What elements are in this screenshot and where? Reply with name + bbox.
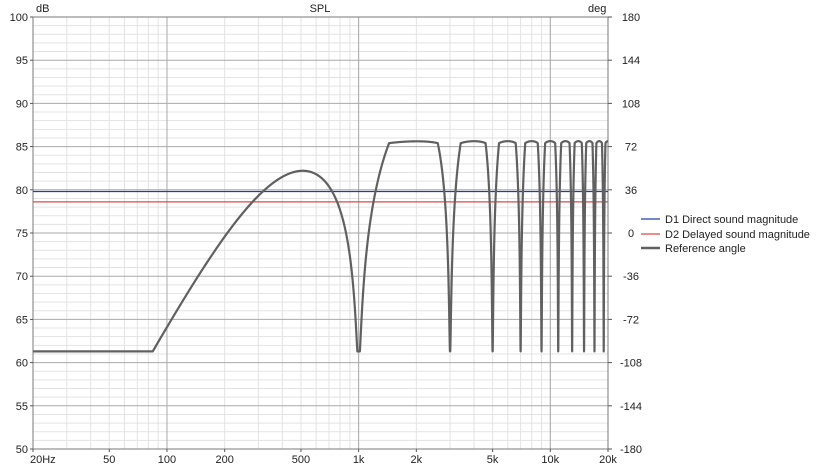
- x-tick-label: 200: [215, 454, 233, 466]
- legend-entry-label: D2 Delayed sound magnitude: [665, 229, 810, 241]
- right-tick-label: -72: [623, 314, 639, 326]
- series-layer: [31, 140, 610, 353]
- left-tick-label: 90: [16, 98, 28, 110]
- series-reference-angle-line: [31, 140, 610, 353]
- left-tick-label: 50: [16, 444, 28, 456]
- left-axis-ticks: 100 95 90 85 80 75 70 65 60 55 50: [10, 12, 33, 456]
- left-tick-label: 55: [16, 401, 28, 413]
- left-tick-label: 75: [16, 228, 28, 240]
- left-tick-label: 85: [16, 142, 28, 154]
- legend-entry-label: D1 Direct sound magnitude: [665, 214, 798, 226]
- right-tick-label: 108: [622, 98, 640, 110]
- x-tick-label: 500: [292, 454, 310, 466]
- left-tick-label: 70: [16, 271, 28, 283]
- right-tick-label: -36: [623, 271, 639, 283]
- left-tick-label: 60: [16, 358, 28, 370]
- left-tick-label: 80: [16, 185, 28, 197]
- x-tick-label: 20k: [599, 454, 617, 466]
- legend-entry-label: Reference angle: [665, 243, 746, 255]
- right-tick-label: 180: [622, 12, 640, 24]
- right-tick-label: 0: [628, 228, 634, 240]
- x-tick-label: 20Hz: [30, 454, 56, 466]
- left-tick-label: 95: [16, 55, 28, 67]
- right-tick-label: 144: [622, 55, 640, 67]
- left-axis-unit-label: dB: [36, 3, 49, 15]
- x-axis-ticks: 20Hz 50 100 200 500 1k 2k 5k 10k 20k: [30, 449, 617, 466]
- x-tick-label: 50: [103, 454, 115, 466]
- right-tick-label: 36: [625, 185, 637, 197]
- right-tick-label: -108: [620, 358, 642, 370]
- left-tick-label: 65: [16, 314, 28, 326]
- x-tick-label: 2k: [411, 454, 423, 466]
- x-tick-label: 10k: [541, 454, 559, 466]
- chart-title: SPL: [310, 3, 331, 15]
- right-axis-ticks: 180 144 108 72 36 0 -36 -72 -108 -144 -180: [608, 12, 642, 456]
- x-tick-label: 5k: [487, 454, 499, 466]
- right-tick-label: -180: [620, 444, 642, 456]
- major-gridlines: [33, 17, 608, 449]
- legend: D1 Direct sound magnitude D2 Delayed soun…: [641, 214, 810, 255]
- x-tick-label: 100: [158, 454, 176, 466]
- right-tick-label: 72: [625, 142, 637, 154]
- left-tick-label: 100: [10, 12, 28, 24]
- right-axis-unit-label: deg: [588, 3, 606, 15]
- right-tick-label: -144: [620, 401, 642, 413]
- x-tick-label: 1k: [353, 454, 365, 466]
